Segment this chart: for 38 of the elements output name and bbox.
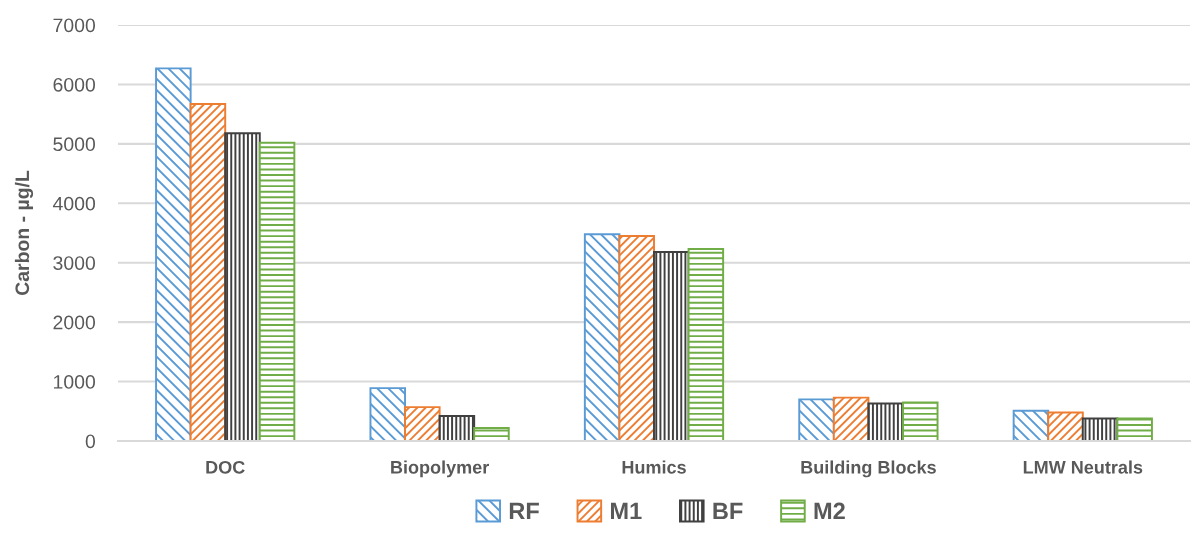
y-tick-label: 5000 [53, 137, 96, 152]
bar [155, 67, 192, 441]
bar [653, 251, 690, 441]
legend-label: RF [509, 502, 539, 520]
bar [1116, 417, 1153, 441]
bar [189, 103, 227, 441]
y-tick-label: 0 [85, 434, 96, 449]
bar [832, 396, 870, 441]
y-tick-label: 1000 [54, 375, 96, 389]
x-tick-label: DOC [206, 460, 245, 474]
y-tick-label: 3000 [53, 256, 96, 270]
x-tick-label: Humics [622, 460, 686, 474]
bar [687, 248, 725, 441]
bar [473, 426, 510, 441]
y-tick-label: 2000 [53, 315, 96, 330]
x-tick-label: LMW Neutrals [1023, 460, 1143, 474]
y-tick-label: 6000 [53, 77, 96, 92]
y-axis-title: Carbon - µg/L [14, 170, 34, 296]
y-tick-label: 4000 [52, 196, 96, 211]
y-tick-label: 7000 [53, 18, 96, 33]
legend-label: M2 [814, 502, 845, 520]
legend-label: BF [713, 502, 743, 520]
bar [258, 141, 296, 441]
bar [438, 415, 476, 441]
bar [583, 233, 621, 441]
bar [902, 401, 939, 441]
bar [798, 398, 835, 441]
bar [369, 387, 406, 441]
bar [1012, 409, 1050, 441]
bar [404, 406, 441, 441]
bar [224, 132, 261, 441]
legend-label: M1 [610, 502, 642, 520]
bar [618, 235, 655, 441]
bar [1047, 411, 1084, 441]
x-tick-label: Biopolymer [391, 460, 489, 478]
bar [867, 402, 904, 441]
x-tick-label: Building Blocks [801, 460, 936, 478]
bar [1081, 417, 1119, 441]
